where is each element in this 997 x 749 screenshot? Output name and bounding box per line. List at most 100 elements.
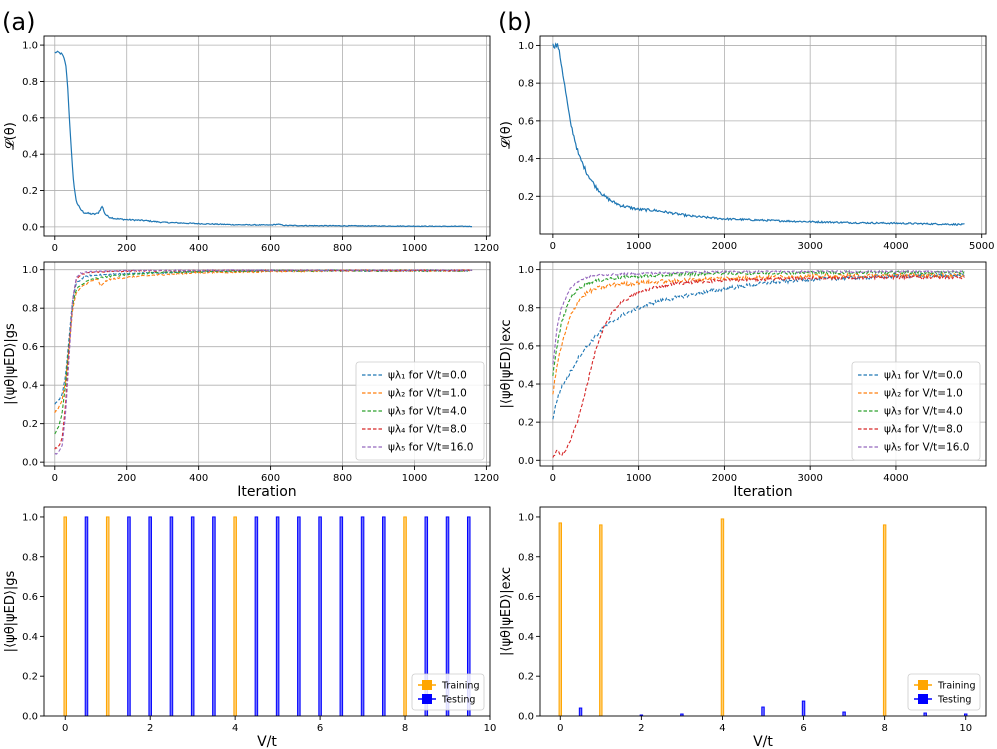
legend-label-a2-3: ψλ₄ for V/t=8.0 — [388, 424, 467, 436]
x-tick-label-b3: 8 — [881, 723, 887, 734]
plot-area-a2 — [54, 268, 473, 455]
legend-label-b2-1: ψλ₂ for V/t=1.0 — [884, 388, 963, 400]
bar-b3-training-1 — [599, 524, 603, 716]
bar-a3-testing-2 — [148, 516, 152, 716]
legend-swatch-a3-0 — [422, 680, 432, 690]
y-tick-label-b1: 0.8 — [518, 79, 534, 90]
y-axis-label-a3: |⟨ψθ|ψED⟩|gs — [3, 570, 18, 652]
y-tick-label-a1: 0.4 — [22, 150, 38, 161]
bar-a3-training-2 — [233, 516, 237, 716]
y-tick-label-b1: 0.4 — [518, 154, 534, 165]
x-tick-label-b2: 4000 — [883, 473, 908, 484]
x-tick-label-a1: 1200 — [474, 243, 499, 254]
x-axis-label-a3: V/t — [257, 734, 277, 749]
x-tick-label-a2: 200 — [117, 473, 136, 484]
legend-a3: Training Testing — [411, 673, 485, 711]
x-tick-label-b1: 2000 — [712, 241, 737, 252]
x-tick-label-a3: 2 — [147, 723, 153, 734]
y-tick-label-a2: 0.4 — [22, 381, 38, 392]
series-line-a2-4 — [54, 268, 473, 455]
y-tick-label-a1: 1.0 — [22, 41, 38, 52]
x-tick-label-a1: 1000 — [402, 243, 427, 254]
x-tick-label-b2: 2000 — [712, 473, 737, 484]
x-axis-label-b2: Iteration — [733, 484, 792, 500]
x-tick-label-b1: 0 — [550, 241, 556, 252]
x-tick-label-a3: 0 — [62, 723, 68, 734]
bar-b3-training-2 — [720, 518, 725, 716]
x-tick-label-b2: 0 — [550, 473, 556, 484]
y-axis-label-b3: |⟨ψθ|ψED⟩|exc — [499, 567, 514, 656]
x-tick-label-a1: 600 — [261, 243, 280, 254]
legend-frame-b2 — [851, 361, 981, 461]
x-tick-label-a1: 800 — [333, 243, 352, 254]
x-tick-label-b3: 10 — [959, 723, 972, 734]
chart-a2: 0 200 400 600 800 1000 1200 0.0 0.2 0.4 0.6 0.8 1.0 I… — [3, 261, 499, 500]
legend-label-a3-1: Testing — [441, 695, 475, 706]
legend-b2: ψλ₁ for V/t=0.0 ψλ₂ for V/t=1.0 ψλ₃ for V/… — [851, 361, 981, 461]
x-tick-label-b3: 6 — [800, 723, 806, 734]
bar-a3-testing-12 — [382, 516, 386, 716]
bar-a3-testing-15 — [466, 516, 471, 716]
bar-a3-testing-10 — [339, 516, 344, 716]
plot-area-b2 — [552, 269, 966, 458]
y-tick-label-a1: 0.0 — [22, 222, 38, 233]
x-tick-label-a3: 8 — [402, 723, 408, 734]
y-axis-label-b1: 𝓛(θ) — [499, 121, 514, 149]
y-tick-label-b1: 1.0 — [518, 41, 534, 52]
legend-label-b3-1: Testing — [937, 695, 971, 706]
bar-a3-training-0 — [63, 516, 68, 716]
x-axis-label-b3: V/t — [753, 734, 773, 749]
bar-a3-training-3 — [403, 516, 407, 716]
plot-area-b3 — [558, 518, 968, 716]
y-tick-label-b2: 1.0 — [518, 265, 534, 276]
y-tick-label-a2: 0.6 — [22, 342, 38, 353]
y-tick-label-b3: 0.8 — [518, 552, 534, 563]
bar-a3-testing-4 — [190, 516, 195, 716]
y-tick-label-a3: 1.0 — [22, 512, 38, 523]
y-axis-label-b2: |⟨ψθ|ψED⟩|exc — [499, 320, 514, 409]
legend-label-a2-4: ψλ₅ for V/t=16.0 — [388, 442, 473, 454]
x-tick-label-a1: 400 — [189, 243, 208, 254]
y-tick-label-b3: 0.4 — [518, 632, 534, 643]
x-tick-label-a2: 800 — [333, 473, 352, 484]
series-line-b2-1 — [552, 271, 965, 395]
bar-a3-testing-9 — [318, 516, 322, 716]
y-tick-label-a1: 0.8 — [22, 77, 38, 88]
axes-frame-a2 — [43, 261, 491, 467]
series-line-a1-0 — [54, 50, 473, 228]
x-tick-label-a2: 1000 — [402, 473, 427, 484]
bar-b3-testing-0 — [578, 707, 583, 716]
y-tick-label-b1: 0.6 — [518, 116, 534, 127]
legend-swatch-b3-0 — [918, 680, 928, 690]
x-tick-label-b2: 3000 — [797, 473, 822, 484]
bar-a3-testing-14 — [445, 516, 450, 716]
bar-a3-testing-3 — [169, 516, 174, 716]
legend-label-b2-0: ψλ₁ for V/t=0.0 — [884, 370, 963, 382]
plot-area-a1 — [54, 50, 473, 228]
axes-frame-a1 — [43, 35, 491, 237]
panel-label-b: (b) — [498, 8, 532, 36]
legend-b3: Training Testing — [907, 673, 981, 711]
legend-label-a3-0: Training — [441, 681, 480, 692]
legend-swatch-b3-1 — [918, 694, 928, 704]
chart-a3: 0 2 4 6 8 10 0.0 0.2 0.4 0.6 0.8 1.0 V/t |⟨ψθ|ψED⟩|gs… — [3, 506, 496, 749]
bar-a3-testing-11 — [360, 516, 365, 716]
y-tick-label-a3: 0.2 — [22, 672, 38, 683]
panel-label-a: (a) — [2, 8, 35, 36]
y-tick-label-a1: 0.2 — [22, 186, 38, 197]
bar-b3-training-3 — [882, 524, 887, 716]
x-tick-label-b3: 0 — [557, 723, 563, 734]
y-tick-label-b1: 0.2 — [518, 192, 534, 203]
y-tick-label-b2: 0.4 — [518, 380, 534, 391]
chart-b2: 0 1000 2000 3000 4000 0.0 0.2 0.4 0.6 0.8 1.0 Itera… — [499, 261, 987, 500]
series-line-b2-4 — [552, 269, 965, 365]
y-tick-label-b3: 0.6 — [518, 592, 534, 603]
x-tick-label-b3: 2 — [638, 723, 644, 734]
legend-label-a2-0: ψλ₁ for V/t=0.0 — [388, 370, 467, 382]
y-tick-label-a3: 0.6 — [22, 592, 38, 603]
x-tick-label-b2: 1000 — [626, 473, 651, 484]
legend-label-b3-0: Training — [937, 681, 976, 692]
y-tick-label-b3: 0.2 — [518, 672, 534, 683]
bar-b3-testing-4 — [801, 700, 806, 716]
x-tick-label-b1: 5000 — [969, 241, 994, 252]
